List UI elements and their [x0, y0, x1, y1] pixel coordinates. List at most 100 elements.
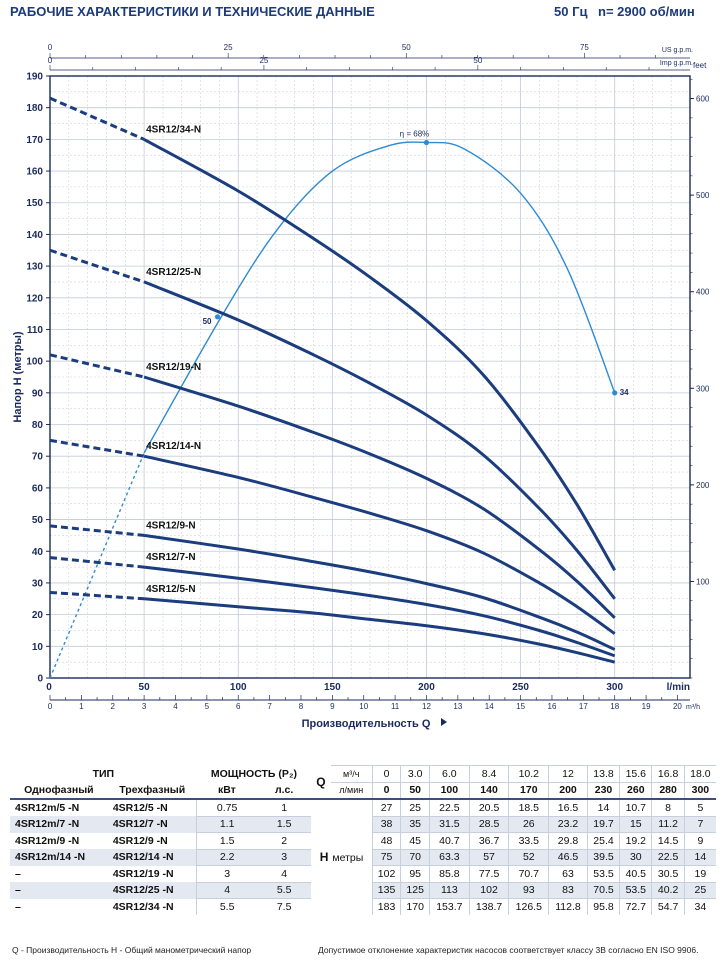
flow-m3h: 0: [371, 765, 401, 782]
frequency-label: 50 Гц: [554, 4, 588, 19]
power-hp: 3: [257, 848, 312, 866]
head-value: 63: [548, 865, 588, 882]
head-value: 22.5: [428, 798, 470, 816]
head-value: 27: [371, 798, 401, 816]
pump-curve-label: 4SR12/14-N: [146, 441, 201, 452]
m3h-tick-label: 10: [359, 702, 368, 711]
head-value: 183: [371, 898, 401, 915]
head-value: 48: [371, 832, 401, 849]
head-value: 112.8: [548, 898, 588, 915]
chart-curves: [49, 96, 618, 679]
flow-m3h: 10.2: [508, 765, 549, 782]
head-value: 7: [683, 815, 716, 833]
x-axis-arrow-icon: [441, 718, 447, 726]
head-value: 46.5: [548, 848, 588, 866]
y-tick-label: 120: [26, 293, 43, 304]
head-value: 19.2: [619, 832, 652, 849]
x-tick-label: 50: [139, 682, 151, 693]
flow-lmin: 230: [586, 781, 620, 799]
head-value: 102: [371, 865, 401, 882]
flow-m3h: 16.8: [651, 765, 685, 782]
flow-m3h: 18.0: [683, 765, 716, 782]
m3h-tick-label: 16: [548, 702, 557, 711]
y-tick-label: 130: [26, 262, 43, 273]
head-value: 19: [683, 865, 716, 882]
power-kw: 0.75: [196, 798, 258, 816]
model-single-phase: 4SR12m/5 -N: [10, 798, 108, 816]
power-hp: 1.5: [257, 815, 312, 833]
h-label: H: [319, 850, 329, 865]
head-value: 54.7: [651, 898, 685, 915]
y-tick-label: 190: [26, 72, 43, 83]
y-tick-label: 110: [27, 325, 44, 336]
pump-curve-label: 4SR12/9-N: [146, 520, 195, 531]
chart-axes: 0102030405060708090100110120130140150160…: [12, 43, 710, 730]
head-value: 22.5: [651, 848, 685, 866]
y-tick-label: 140: [26, 230, 43, 241]
y-axis-label: Напор H (метры): [12, 331, 24, 422]
m3h-tick-label: 7: [267, 702, 272, 711]
spec-table: ТИП МОЩНОСТЬ (P₂) Q м³/ч 0 3.0 6.0 8.4 1…: [10, 765, 716, 915]
pump-curve-label: 4SR12/19-N: [146, 362, 201, 373]
y-tick-label: 80: [32, 420, 44, 431]
x-tick-label: 250: [512, 682, 529, 693]
x-tick-label: 300: [606, 682, 623, 693]
power-header: МОЩНОСТЬ (P₂): [210, 767, 298, 780]
page-title: РАБОЧИЕ ХАРАКТЕРИСТИКИ И ТЕХНИЧЕСКИЕ ДАН…: [10, 4, 375, 19]
chart-labels: 50 34 η = 68% 4SR12/34-N 4SR12/25-N 4SR12/19-…: [146, 124, 629, 594]
footer-tolerance-note: Допустимое отклонение характеристик насо…: [318, 945, 699, 955]
head-value: 125: [400, 881, 430, 899]
y-tick-label: 20: [32, 610, 44, 621]
power-kw: 1.5: [196, 832, 258, 849]
flow-lmin: 260: [619, 781, 652, 799]
model-three-phase: 4SR12/7 -N: [107, 816, 197, 833]
flow-m3h: 8.4: [468, 765, 509, 782]
flow-m3h: 6.0: [428, 765, 470, 782]
three-phase-header: Трехфазный: [119, 784, 186, 796]
model-three-phase: 4SR12/14 -N: [107, 849, 197, 866]
model-three-phase: 4SR12/34 -N: [112, 900, 174, 913]
m3h-tick-label: 19: [642, 702, 651, 711]
pump-curve: [143, 138, 617, 572]
y-tick-label: 150: [26, 198, 43, 209]
head-value: 95.8: [586, 898, 620, 915]
head-value: 85.8: [428, 865, 470, 882]
m3h-tick-label: 14: [485, 702, 494, 711]
head-value: 20.5: [468, 798, 509, 816]
y-tick-label: 40: [32, 547, 44, 558]
y-tick-label: 60: [32, 483, 44, 494]
pump-curve-label: 4SR12/7-N: [146, 552, 195, 563]
head-value: 10.7: [619, 798, 652, 816]
head-value: 25: [683, 881, 716, 899]
head-value: 126.5: [508, 898, 549, 915]
head-value: 35: [400, 815, 430, 833]
flow-m3h: 13.8: [586, 765, 620, 782]
efficiency-curve-dashed: [49, 452, 145, 679]
m3h-tick-label: 2: [111, 702, 116, 711]
head-value: 30: [619, 848, 652, 866]
head-value: 9: [683, 832, 716, 849]
hp-header: л.с.: [274, 784, 294, 796]
head-value: 11.2: [651, 815, 685, 833]
head-value: 14: [683, 848, 716, 866]
head-value: 72.7: [619, 898, 652, 915]
head-value: 113: [428, 881, 470, 899]
pump-curve-dashed: [49, 524, 145, 537]
model-single-phase: –: [10, 882, 108, 899]
head-value: 40.5: [619, 865, 652, 882]
pump-curve-dashed: [49, 438, 145, 458]
head-value: 95: [400, 865, 430, 882]
usgpm-tick-label: 0: [48, 43, 53, 52]
head-value: 75: [371, 848, 401, 866]
pump-curve-dashed: [49, 353, 145, 379]
single-phase-header: Однофазный: [24, 784, 94, 796]
power-hp: 2: [257, 832, 312, 849]
m3h-tick-label: 4: [173, 702, 178, 711]
head-value: 14: [586, 798, 620, 816]
impgpm-tick-label: 50: [473, 56, 482, 65]
feet-tick-label: 100: [696, 577, 710, 586]
pump-curve-dashed: [49, 590, 145, 601]
head-value: 18.5: [508, 798, 549, 816]
pump-curve-dashed: [49, 248, 145, 284]
